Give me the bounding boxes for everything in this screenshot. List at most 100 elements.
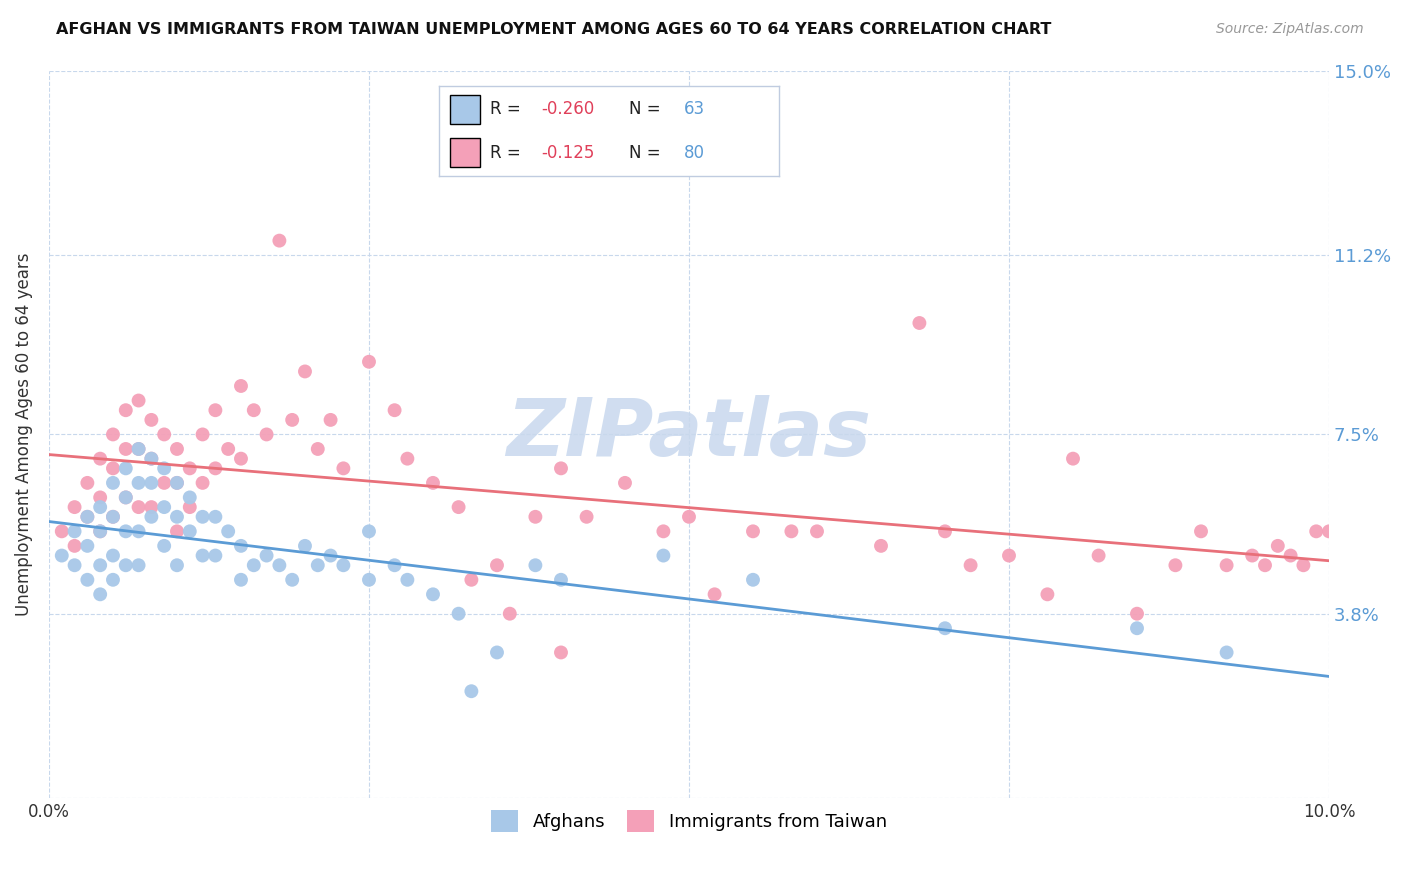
Point [128,393,150,408]
Point [166,558,188,573]
Point [524,558,547,573]
Point [76,509,98,524]
Point [89,451,111,466]
Point [806,524,828,539]
Point [485,558,508,573]
Point [166,442,188,456]
Point [191,427,214,442]
Text: ZIPatlas: ZIPatlas [506,395,872,474]
Text: Source: ZipAtlas.com: Source: ZipAtlas.com [1216,22,1364,37]
Point [114,491,136,505]
Point [153,461,176,475]
Point [51,524,73,539]
Point [128,475,150,490]
Point [652,549,675,563]
Point [1126,621,1149,635]
Point [76,539,98,553]
Point [1087,549,1109,563]
Point [141,451,163,466]
Point [229,451,252,466]
Point [101,475,124,490]
Point [128,442,150,456]
Point [229,379,252,393]
Point [1267,539,1289,553]
Point [101,509,124,524]
Point [114,403,136,417]
Point [870,539,893,553]
Point [153,500,176,515]
Point [101,549,124,563]
Point [166,524,188,539]
Point [1215,645,1237,659]
Point [1317,524,1340,539]
Point [396,451,419,466]
Point [678,509,700,524]
Point [780,524,803,539]
Point [908,316,931,330]
Point [89,558,111,573]
Point [63,539,86,553]
Point [332,461,354,475]
Point [141,475,163,490]
Point [166,475,188,490]
Point [1189,524,1212,539]
Point [229,539,252,553]
Point [242,403,264,417]
Point [307,558,329,573]
Point [1215,558,1237,573]
Point [114,558,136,573]
Point [384,558,406,573]
Point [191,509,214,524]
Text: AFGHAN VS IMMIGRANTS FROM TAIWAN UNEMPLOYMENT AMONG AGES 60 TO 64 YEARS CORRELAT: AFGHAN VS IMMIGRANTS FROM TAIWAN UNEMPLO… [56,22,1052,37]
Point [703,587,725,601]
Point [89,587,111,601]
Point [141,451,163,466]
Point [63,524,86,539]
Point [332,558,354,573]
Point [217,524,239,539]
Point [179,491,201,505]
Point [307,442,329,456]
Point [422,475,444,490]
Point [153,475,176,490]
Point [319,413,342,427]
Point [1254,558,1277,573]
Point [217,442,239,456]
Point [1164,558,1187,573]
Point [256,549,278,563]
Point [166,509,188,524]
Point [141,500,163,515]
Point [1036,587,1059,601]
Legend: Afghans, Immigrants from Taiwan: Afghans, Immigrants from Taiwan [484,803,894,839]
Point [550,573,572,587]
Point [128,524,150,539]
Point [128,500,150,515]
Point [550,461,572,475]
Point [319,549,342,563]
Point [166,475,188,490]
Point [294,364,316,378]
Point [575,509,598,524]
Point [63,500,86,515]
Point [614,475,637,490]
Point [460,684,482,698]
Point [1279,549,1302,563]
Point [485,645,508,659]
Point [101,573,124,587]
Point [101,509,124,524]
Point [1292,558,1315,573]
Point [63,558,86,573]
Point [89,491,111,505]
Point [499,607,522,621]
Point [396,573,419,587]
Point [204,509,226,524]
Point [89,500,111,515]
Point [204,403,226,417]
Point [76,509,98,524]
Point [114,524,136,539]
Point [447,500,470,515]
Point [269,558,291,573]
Point [357,573,380,587]
Point [1305,524,1327,539]
Point [934,621,956,635]
